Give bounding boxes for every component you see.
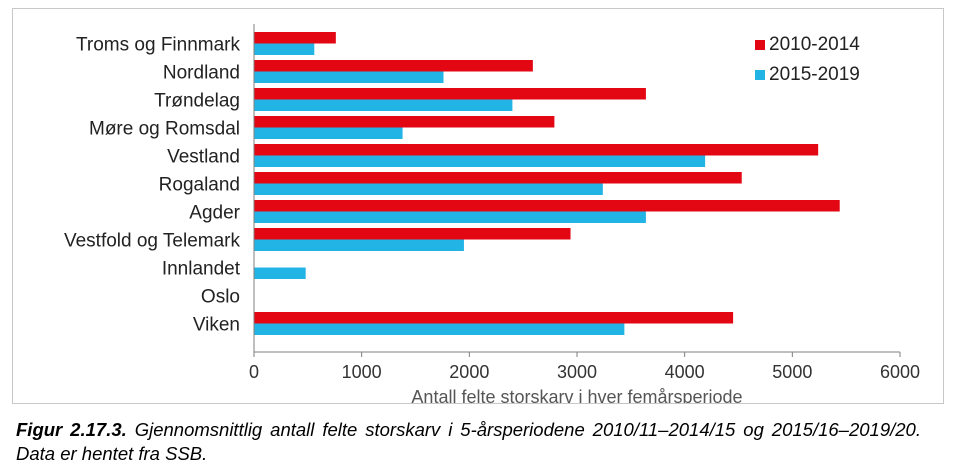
- category-label: Trøndelag: [154, 91, 240, 112]
- legend-swatch-2015-2019: [755, 70, 765, 80]
- x-tick-label: 5000: [772, 362, 812, 382]
- legend-label-2015-2019: 2015-2019: [769, 64, 860, 85]
- bar-2015-2019-7: [254, 239, 464, 251]
- bar-2015-2019-6: [254, 211, 646, 223]
- bar-2010-2014-2: [254, 88, 646, 100]
- category-label: Rogaland: [159, 175, 240, 196]
- category-label: Oslo: [201, 287, 240, 308]
- bar-2015-2019-8: [254, 267, 306, 279]
- caption-lead: Figur 2.17.3.: [16, 419, 127, 440]
- x-tick-label: 6000: [880, 362, 920, 382]
- x-tick-label: 3000: [557, 362, 597, 382]
- category-label: Innlandet: [162, 259, 241, 280]
- legend-swatch-2010-2014: [755, 40, 765, 50]
- category-label: Nordland: [163, 63, 240, 84]
- x-tick-label: 0: [249, 362, 259, 382]
- bar-2010-2014-1: [254, 60, 533, 72]
- bar-2015-2019-0: [254, 43, 315, 55]
- bar-2015-2019-5: [254, 183, 603, 195]
- bar-2015-2019-4: [254, 155, 706, 167]
- bar-2010-2014-3: [254, 116, 555, 128]
- category-label: Vestfold og Telemark: [64, 231, 241, 252]
- legend-label-2010-2014: 2010-2014: [769, 34, 860, 55]
- bar-2010-2014-0: [254, 32, 336, 44]
- bar-2015-2019-3: [254, 127, 403, 139]
- x-tick-label: 4000: [665, 362, 705, 382]
- bar-chart: Troms og Finnmark Nordland Trøndelag Møre o…: [64, 24, 920, 403]
- caption-text: Gjennomsnittlig antall felte storskarv i…: [16, 419, 921, 464]
- bar-2015-2019-10: [254, 323, 625, 335]
- bar-2010-2014-4: [254, 144, 819, 156]
- category-label: Vestland: [167, 147, 240, 168]
- category-label: Viken: [193, 315, 240, 336]
- x-axis-title: Antall felte storskarv i hver femårsperi…: [411, 387, 742, 403]
- bar-2015-2019-1: [254, 71, 444, 83]
- bar-2015-2019-2: [254, 99, 513, 111]
- bar-2010-2014-5: [254, 172, 742, 184]
- x-tick-label: 1000: [342, 362, 382, 382]
- chart-frame: Troms og Finnmark Nordland Trøndelag Møre o…: [12, 8, 944, 404]
- figure-caption: Figur 2.17.3. Gjennomsnittlig antall fel…: [16, 418, 921, 466]
- bar-2010-2014-7: [254, 228, 571, 240]
- bar-2010-2014-10: [254, 312, 734, 324]
- bar-2010-2014-6: [254, 200, 840, 212]
- category-label: Møre og Romsdal: [89, 119, 240, 140]
- category-label: Troms og Finnmark: [76, 35, 240, 56]
- category-label: Agder: [189, 203, 240, 224]
- x-tick-label: 2000: [449, 362, 489, 382]
